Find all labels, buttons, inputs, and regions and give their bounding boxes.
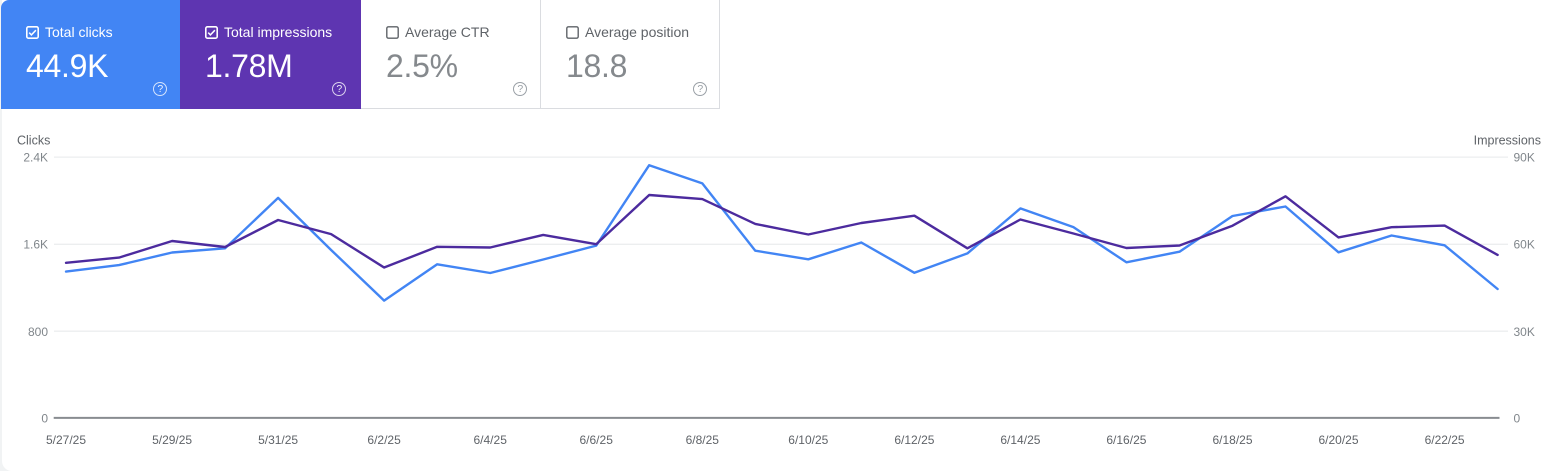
svg-text:6/10/25: 6/10/25 bbox=[788, 433, 828, 447]
svg-text:6/6/25: 6/6/25 bbox=[580, 433, 614, 447]
svg-text:6/20/25: 6/20/25 bbox=[1318, 433, 1358, 447]
svg-text:6/18/25: 6/18/25 bbox=[1212, 433, 1252, 447]
svg-text:6/4/25: 6/4/25 bbox=[474, 433, 508, 447]
svg-text:60K: 60K bbox=[1514, 238, 1535, 252]
svg-text:Clicks: Clicks bbox=[17, 134, 50, 148]
svg-text:800: 800 bbox=[28, 325, 48, 339]
svg-text:6/12/25: 6/12/25 bbox=[894, 433, 934, 447]
svg-text:6/8/25: 6/8/25 bbox=[686, 433, 720, 447]
svg-text:Impressions: Impressions bbox=[1474, 134, 1541, 148]
svg-text:6/14/25: 6/14/25 bbox=[1000, 433, 1040, 447]
svg-text:6/2/25: 6/2/25 bbox=[367, 433, 401, 447]
svg-text:1.6K: 1.6K bbox=[23, 238, 48, 252]
svg-text:0: 0 bbox=[41, 412, 48, 426]
svg-text:5/29/25: 5/29/25 bbox=[152, 433, 192, 447]
svg-text:6/16/25: 6/16/25 bbox=[1106, 433, 1146, 447]
svg-text:2.4K: 2.4K bbox=[23, 151, 48, 165]
svg-text:5/31/25: 5/31/25 bbox=[258, 433, 298, 447]
svg-text:5/27/25: 5/27/25 bbox=[46, 433, 86, 447]
svg-text:30K: 30K bbox=[1514, 325, 1535, 339]
svg-text:90K: 90K bbox=[1514, 151, 1535, 165]
svg-text:6/22/25: 6/22/25 bbox=[1425, 433, 1465, 447]
svg-text:0: 0 bbox=[1514, 412, 1521, 426]
